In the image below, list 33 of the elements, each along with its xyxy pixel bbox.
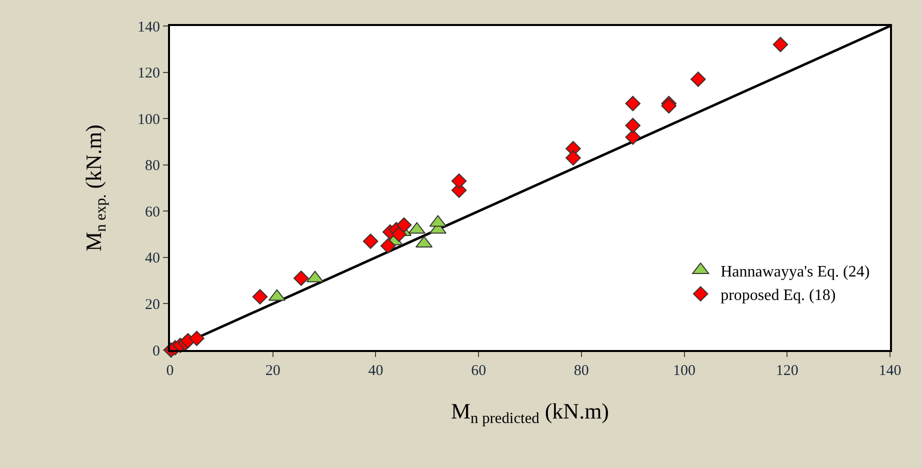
- y-tick-label: 40: [145, 250, 160, 267]
- point: [625, 129, 641, 145]
- y-tick-label: 100: [138, 112, 160, 128]
- x-tick-label: 60: [471, 363, 486, 379]
- point: [396, 217, 412, 233]
- y-tick-label: 60: [145, 204, 160, 220]
- x-tick-label: 20: [265, 363, 280, 379]
- y-tick-label: 120: [138, 66, 160, 82]
- y-tick-label: 80: [145, 158, 160, 174]
- point: [566, 150, 581, 166]
- point: [625, 96, 641, 112]
- x-axis-title: M$_{n predicted}$ (kN.m): [450, 398, 610, 428]
- legend-label: proposed Eq. (18): [720, 287, 836, 304]
- x-tick-label: 80: [574, 363, 589, 379]
- legend-label: Hannawayya's Eq. (24): [720, 263, 870, 280]
- point: [690, 72, 706, 87]
- x-tick-label: 40: [368, 363, 384, 379]
- y-tick-label: 140: [138, 19, 160, 36]
- point: [625, 118, 641, 134]
- point: [391, 226, 407, 242]
- point: [362, 234, 378, 249]
- x-tick-label: 140: [878, 363, 902, 379]
- x-tick-label: 100: [673, 363, 696, 379]
- point: [451, 173, 467, 189]
- x-tick-label: 120: [776, 363, 798, 379]
- x-tick-label: 0: [166, 363, 174, 379]
- point: [293, 270, 309, 286]
- y-tick-label: 20: [145, 296, 160, 313]
- point: [772, 36, 788, 52]
- point: [252, 289, 268, 304]
- point: [380, 238, 396, 254]
- y-tick-label: 0: [152, 343, 160, 360]
- point: [189, 330, 204, 346]
